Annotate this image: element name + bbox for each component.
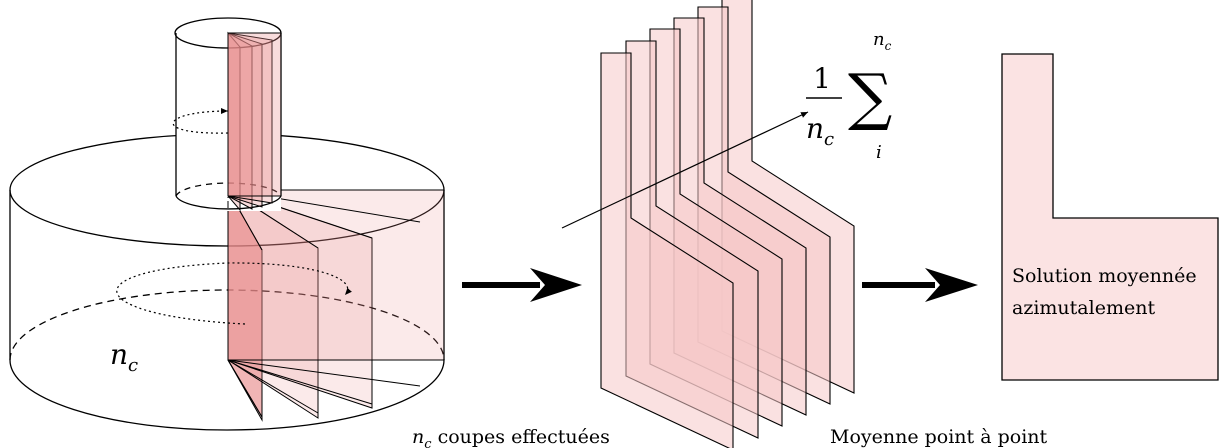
bottom-fan-line (227, 359, 373, 405)
large-cylinder-cuts (227, 188, 445, 422)
thick-arrow-2 (862, 268, 978, 302)
bottom-fan-line (227, 359, 319, 414)
small-cylinder-cuts (227, 31, 282, 212)
slices-stack (600, 0, 855, 448)
formula-denominator: nc (806, 112, 834, 150)
cuts-caption: nc coupes effectuées (412, 426, 610, 448)
solution-line-2: azimutalement (1012, 297, 1155, 319)
large-rotation-arrow (116, 262, 352, 325)
bottom-fan-line (227, 359, 263, 418)
solution-shape (1001, 53, 1219, 381)
solution-line-1: Solution moyennée (1012, 265, 1197, 287)
average-formula: 1 nc ∑ nc i (806, 29, 892, 163)
averaged-solution: Solution moyennée azimutalement (1001, 53, 1219, 381)
formula-numerator: 1 (813, 62, 831, 95)
sum-pointer-arrow (561, 111, 809, 229)
thick-arrow-1 (462, 268, 582, 302)
cylinder-figure: nc (9, 17, 445, 431)
nc-label: nc (110, 338, 138, 376)
small-cut-plane (227, 32, 282, 197)
slice-panel (600, 52, 734, 448)
bottom-fan-line (227, 359, 421, 387)
sigma-symbol: ∑ (848, 60, 892, 133)
sigma-upper-limit: nc (873, 29, 892, 53)
cut-plane (227, 189, 445, 361)
average-caption: Moyenne point à point (830, 426, 1048, 448)
sigma-lower-limit: i (876, 142, 882, 163)
